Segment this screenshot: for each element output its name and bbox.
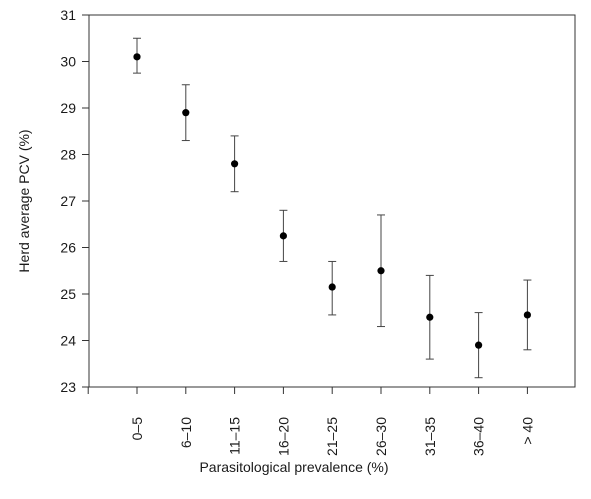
y-tick-label: 24 — [60, 333, 76, 349]
data-point — [377, 267, 385, 275]
y-tick-label: 31 — [60, 7, 76, 23]
data-point — [182, 109, 190, 117]
x-axis-label: Parasitological prevalence (%) — [199, 459, 388, 475]
points-group — [133, 53, 532, 349]
data-point — [279, 232, 287, 240]
data-point — [523, 311, 532, 319]
x-tick-label: 26–30 — [373, 417, 389, 456]
x-tick-label: 16–20 — [275, 417, 291, 456]
x-tick-label: 31–35 — [422, 417, 438, 456]
x-tick-label: 11–15 — [227, 417, 243, 455]
y-tick-label: 28 — [60, 147, 76, 163]
data-point — [133, 53, 141, 61]
y-ticks-group: 23 24 25 26 27 28 29 30 31 — [60, 7, 89, 395]
x-tick-label: 6–10 — [178, 417, 194, 448]
x-tick-label: 0–5 — [129, 417, 145, 441]
y-tick-label: 30 — [60, 54, 76, 70]
y-tick-label: 29 — [60, 100, 76, 116]
y-axis-label: Herd average PCV (%) — [16, 129, 32, 272]
data-point — [328, 283, 336, 291]
x-ticks-group: 0–5 6–10 11–15 16–20 21–25 26–30 31–35 36–40 > 4… — [87, 387, 535, 456]
x-tick-label: 36–40 — [471, 417, 487, 456]
data-point — [475, 341, 483, 349]
data-point — [426, 313, 434, 321]
data-point — [231, 160, 239, 168]
y-tick-label: 26 — [60, 240, 76, 256]
y-tick-label: 23 — [60, 379, 76, 395]
x-tick-label: 21–25 — [324, 417, 340, 456]
x-tick-label: > 40 — [519, 417, 535, 445]
plot-frame — [88, 14, 576, 388]
error-bars-group — [133, 37, 532, 379]
y-tick-label: 27 — [60, 193, 76, 209]
y-tick-label: 25 — [60, 286, 76, 302]
axes-group — [88, 14, 576, 388]
